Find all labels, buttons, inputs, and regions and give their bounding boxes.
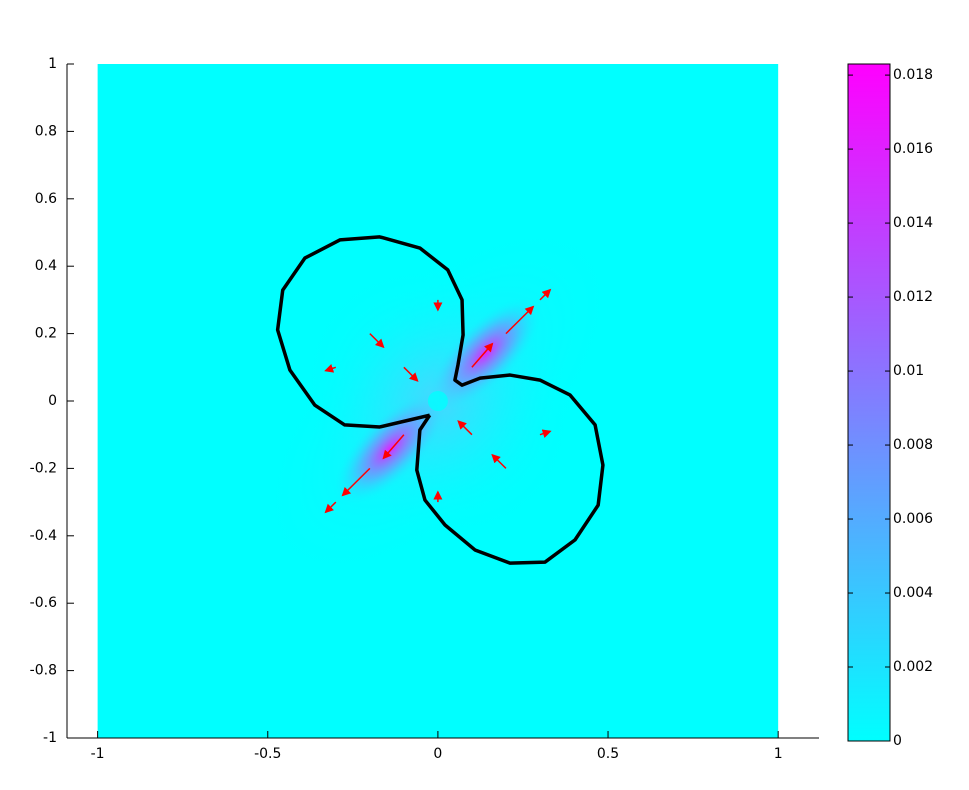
colorbar-tick-label: 0.016: [893, 141, 933, 157]
quiver-arrow: [539, 429, 552, 438]
y-tick-label: 0.2: [35, 326, 57, 342]
y-tick-label: -0.6: [30, 595, 57, 611]
y-tick-label: 0.6: [35, 191, 57, 207]
colorbar-tick-label: 0.018: [893, 67, 933, 83]
quiver-arrow: [341, 467, 371, 497]
colorbar-tick-label: 0.002: [893, 659, 933, 675]
x-tick-label: -1: [91, 746, 105, 762]
colorbar-tick-label: 0.012: [893, 289, 933, 305]
quiver-arrow: [369, 333, 385, 349]
quiver-arrow: [457, 420, 473, 436]
y-tick-label: -0.4: [30, 528, 57, 544]
y-tick-label: -0.8: [30, 663, 57, 679]
field-center: [427, 391, 448, 411]
y-tick-label: 0: [48, 393, 57, 409]
x-tick-label: 0: [433, 746, 442, 762]
quiver-arrow: [505, 305, 535, 335]
plot-area: -1 -0.5 0 0.5 1 -1 -0.8 -0.6 -0.4 -0.2 0 0.2 0.4 0.6 0…: [30, 56, 934, 762]
quiver-arrow: [324, 501, 337, 514]
y-tick-label: 0.4: [35, 258, 57, 274]
colorbar-tick-label: 0.004: [893, 585, 933, 601]
x-tick-label: 1: [774, 746, 783, 762]
quiver-arrow: [471, 342, 494, 368]
y-tick-label: -1: [43, 730, 57, 746]
colorbar-tick-label: 0.014: [893, 215, 933, 231]
y-tick-label: -0.2: [30, 460, 57, 476]
quiver-arrow: [491, 453, 507, 469]
quiver-arrow: [539, 288, 552, 301]
x-tick-label: 0.5: [597, 746, 619, 762]
colorbar-tick-label: 0.01: [893, 363, 924, 379]
colorbar-tick-label: 0.006: [893, 511, 933, 527]
quiver-arrow: [324, 364, 337, 373]
colorbar-tick-label: 0: [893, 733, 902, 749]
quiver-arrow: [403, 366, 419, 382]
colorbar-tick-label: 0.008: [893, 437, 933, 453]
y-tick-label: 0.8: [35, 123, 57, 139]
colorbar: [847, 63, 891, 742]
contour-line: [275, 235, 605, 565]
magnitude-field: [97, 64, 779, 738]
y-tick-label: 1: [48, 56, 57, 72]
x-tick-label: -0.5: [254, 746, 281, 762]
quiver-arrow: [382, 434, 405, 460]
